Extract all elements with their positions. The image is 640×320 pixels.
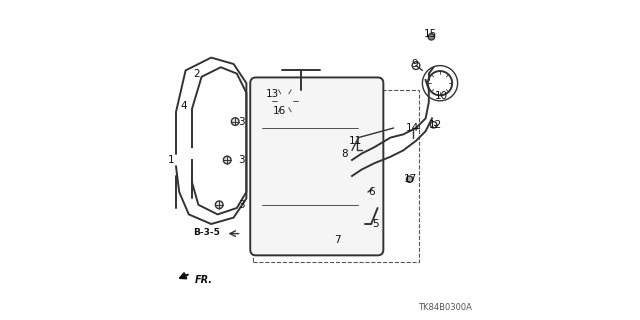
Text: 3: 3	[238, 116, 245, 127]
Text: TK84B0300A: TK84B0300A	[418, 303, 472, 312]
Circle shape	[365, 189, 371, 195]
Text: FR.: FR.	[195, 275, 213, 285]
Text: 12: 12	[429, 120, 442, 130]
Circle shape	[336, 237, 342, 243]
Circle shape	[232, 118, 239, 125]
Text: 6: 6	[368, 187, 374, 197]
Text: 14: 14	[406, 123, 419, 133]
Text: B-3-5: B-3-5	[193, 228, 220, 237]
Text: 7: 7	[333, 235, 340, 245]
Circle shape	[406, 176, 413, 182]
Text: 9: 9	[411, 59, 418, 69]
Text: 17: 17	[404, 174, 417, 184]
Text: 13: 13	[266, 89, 278, 100]
Circle shape	[280, 108, 285, 113]
Bar	[253, 90, 419, 262]
Circle shape	[428, 34, 435, 40]
FancyBboxPatch shape	[250, 77, 383, 255]
Text: 4: 4	[180, 100, 188, 111]
Text: 8: 8	[342, 148, 348, 159]
Text: 3: 3	[238, 200, 245, 210]
Text: 11: 11	[349, 136, 362, 146]
Circle shape	[215, 201, 223, 209]
Circle shape	[223, 156, 231, 164]
Text: 10: 10	[435, 91, 448, 101]
Text: 2: 2	[193, 68, 200, 79]
Text: 3: 3	[238, 155, 245, 165]
Text: 15: 15	[424, 28, 437, 39]
Text: 1: 1	[168, 155, 175, 165]
Text: 5: 5	[372, 219, 378, 229]
Text: 16: 16	[273, 106, 286, 116]
